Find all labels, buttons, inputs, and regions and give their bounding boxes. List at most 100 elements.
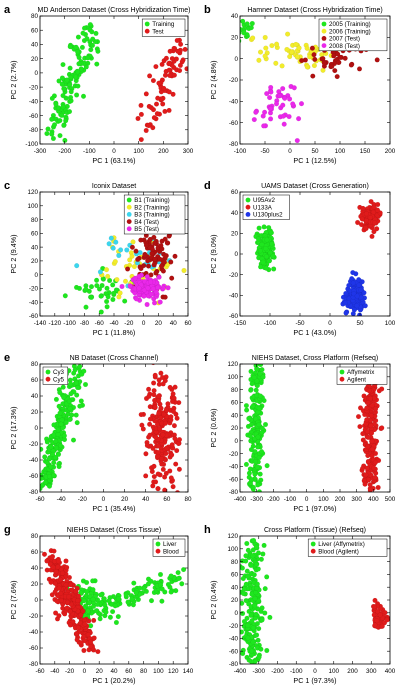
data-point — [79, 44, 85, 50]
x-tick-label: -200 — [271, 668, 284, 675]
y-tick-label: -60 — [229, 120, 239, 127]
data-point — [148, 279, 154, 285]
data-point — [282, 95, 288, 101]
data-point — [374, 226, 380, 232]
data-point — [51, 432, 57, 438]
x-tick-label: 0 — [313, 668, 317, 675]
data-point — [364, 428, 370, 435]
data-point — [158, 263, 165, 269]
data-point — [374, 618, 380, 624]
data-point — [106, 241, 112, 247]
data-point — [299, 58, 305, 64]
x-tick-label: -400 — [234, 668, 247, 675]
x-tick-label: 0 — [142, 320, 146, 327]
data-point — [155, 449, 161, 456]
data-point — [46, 456, 52, 462]
data-point — [160, 466, 166, 472]
data-point — [332, 68, 338, 74]
data-point — [157, 571, 164, 578]
chart-title: NB Dataset (Cross Channel) — [70, 355, 159, 362]
panel-letter: a — [4, 4, 11, 16]
data-point — [360, 431, 366, 437]
data-point — [131, 580, 137, 586]
data-point — [244, 615, 250, 621]
data-point — [264, 574, 270, 580]
y-tick-label: 60 — [31, 27, 39, 34]
data-point — [57, 133, 63, 139]
data-point — [252, 596, 258, 602]
data-point — [67, 582, 73, 588]
legend: 2005 (Training)2006 (Training)2007 (Test… — [318, 18, 388, 52]
data-point — [163, 407, 170, 413]
y-axis-label: PC 2 (2.7%) — [9, 60, 18, 99]
x-tick-label: 0 — [83, 668, 87, 675]
data-point — [141, 263, 147, 269]
legend-box — [336, 366, 388, 385]
data-point — [58, 590, 64, 596]
data-point — [249, 20, 255, 27]
data-point — [74, 392, 80, 398]
x-tick-label: -100 — [234, 148, 247, 155]
data-point — [156, 501, 161, 506]
legend-marker — [245, 197, 251, 203]
data-point — [281, 121, 287, 127]
data-point — [84, 579, 90, 586]
data-point — [367, 215, 373, 221]
data-point — [151, 234, 157, 240]
data-point — [57, 390, 63, 396]
data-point — [40, 446, 44, 452]
y-tick-label: -100 — [25, 141, 38, 148]
data-point — [312, 56, 318, 62]
data-point — [56, 585, 62, 591]
x-tick-label: -100 — [264, 320, 277, 327]
data-point — [53, 396, 59, 402]
data-point — [256, 225, 262, 231]
y-tick-label: -20 — [29, 613, 39, 620]
data-point — [51, 460, 57, 466]
data-point — [257, 471, 263, 477]
chart-title: Cross Platform (Tissue) (Refseq) — [264, 527, 366, 534]
legend-marker — [321, 36, 327, 41]
data-point — [346, 282, 352, 289]
data-point — [105, 294, 111, 300]
data-point — [359, 216, 365, 222]
data-point — [59, 81, 65, 87]
data-point — [78, 640, 84, 646]
data-point — [84, 589, 90, 595]
data-point — [153, 434, 159, 440]
data-point — [150, 286, 156, 292]
data-point — [143, 127, 149, 134]
data-point — [75, 83, 81, 89]
data-point — [257, 248, 263, 254]
data-point — [360, 205, 366, 211]
data-point — [55, 427, 61, 433]
data-point — [63, 118, 69, 124]
x-tick-label: 100 — [385, 320, 396, 327]
data-point — [248, 562, 254, 568]
data-point — [104, 304, 110, 310]
data-point — [150, 78, 156, 84]
data-point — [320, 56, 326, 62]
data-point — [165, 581, 171, 588]
x-tick-label: 300 — [183, 148, 194, 155]
data-point — [44, 439, 50, 445]
y-tick-label: -20 — [229, 451, 239, 458]
data-point — [335, 51, 341, 57]
data-point — [368, 423, 374, 429]
data-point — [89, 42, 96, 48]
y-tick-label: 100 — [27, 203, 38, 210]
data-point — [296, 116, 302, 122]
data-point — [169, 56, 175, 62]
data-point — [145, 263, 152, 269]
x-tick-label: 20 — [155, 320, 163, 327]
x-tick-label: -20 — [78, 496, 88, 503]
legend-box — [141, 18, 186, 37]
data-point — [358, 287, 364, 293]
data-point — [372, 220, 378, 226]
x-tick-label: -20 — [65, 668, 75, 675]
data-point — [48, 444, 54, 450]
data-point — [248, 612, 254, 618]
legend-entry: B3 (Training) — [134, 212, 170, 219]
